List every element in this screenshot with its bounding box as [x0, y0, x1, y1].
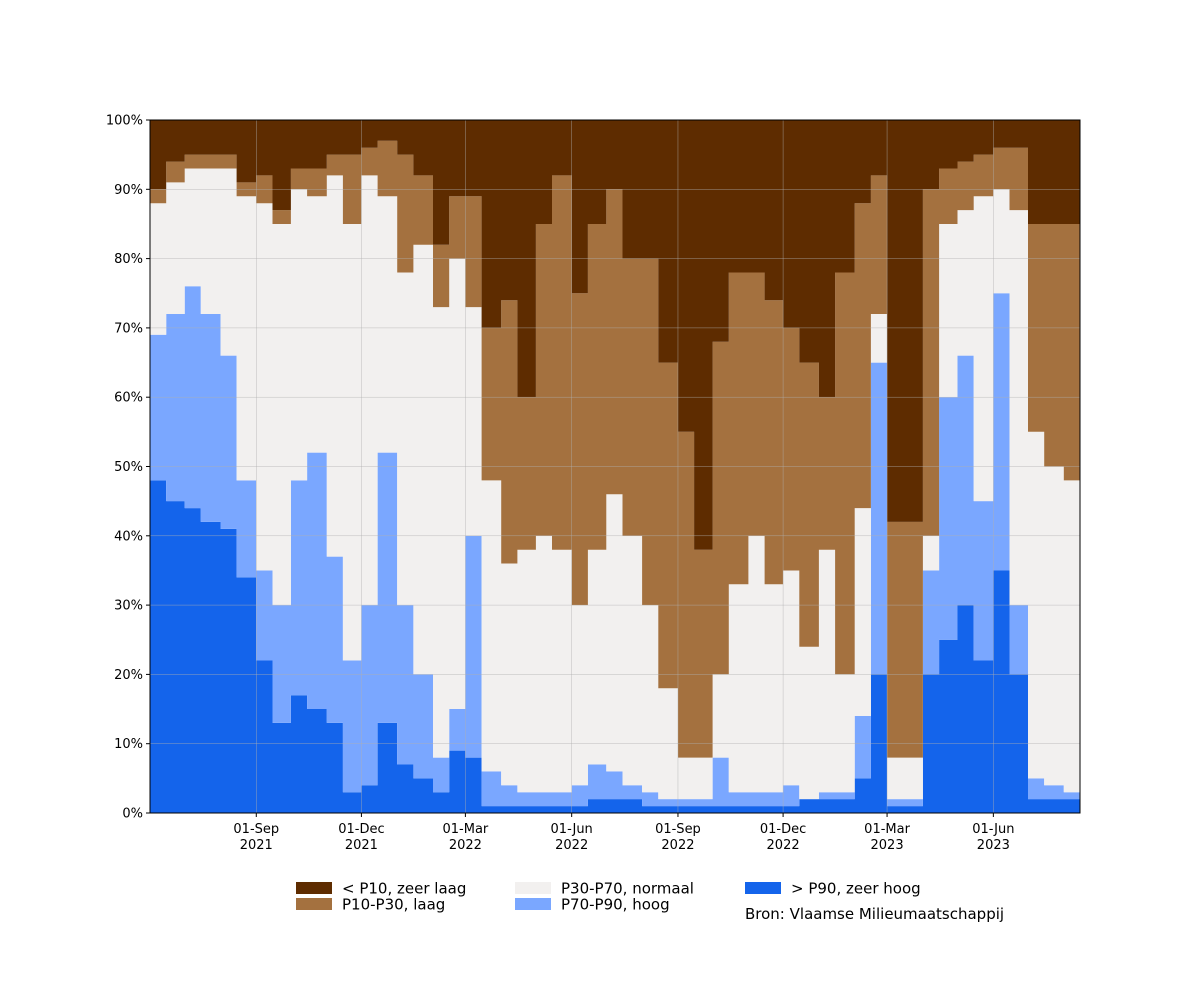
legend-swatch-p90-zeer-hoog	[745, 882, 781, 894]
x-tick-year-label: 2023	[871, 838, 904, 853]
legend-swatch-p10-zeer-laag	[296, 882, 332, 894]
y-tick-label: 100%	[106, 114, 143, 129]
x-tick-year-label: 2022	[767, 838, 800, 853]
x-axis: 01-Sep202101-Dec202101-Mar202201-Jun2022…	[233, 813, 1014, 853]
x-tick-year-label: 2021	[345, 838, 378, 853]
x-tick-year-label: 2023	[977, 838, 1010, 853]
x-tick-label: 01-Dec	[760, 822, 806, 837]
x-tick-label: 01-Jun	[972, 822, 1014, 837]
legend-swatch-p10-p30-laag	[296, 898, 332, 910]
stacked-areas	[150, 120, 1080, 813]
y-tick-label: 20%	[114, 668, 143, 683]
legend-swatch-p70-p90-hoog	[515, 898, 551, 910]
y-tick-label: 40%	[114, 529, 143, 544]
x-tick-year-label: 2021	[240, 838, 273, 853]
legend-label-p10-p30-laag: P10-P30, laag	[342, 896, 445, 914]
x-tick-label: 01-Mar	[864, 822, 910, 837]
legend-label-p30-p70-normaal: P30-P70, normaal	[561, 880, 694, 898]
source-note: Bron: Vlaamse Milieumaatschappij	[745, 905, 1004, 923]
area-p70-p90-hoog	[150, 286, 1080, 807]
legend-label-p70-p90-hoog: P70-P90, hoog	[561, 896, 670, 914]
x-tick-year-label: 2022	[555, 838, 588, 853]
x-tick-label: 01-Sep	[233, 822, 279, 837]
area-p10-p30-laag	[150, 140, 1080, 758]
x-tick-label: 01-Dec	[338, 822, 384, 837]
area-p90-zeer-hoog	[150, 480, 1080, 813]
y-tick-label: 70%	[114, 321, 143, 336]
legend-label-p10-zeer-laag: < P10, zeer laag	[342, 880, 466, 898]
y-tick-label: 80%	[114, 252, 143, 267]
legend-swatch-p30-p70-normaal	[515, 882, 551, 894]
y-axis: 0% 10% 20% 30% 40% 50% 60% 70% 80% 90% 100%	[106, 114, 150, 822]
x-tick-year-label: 2022	[449, 838, 482, 853]
y-tick-label: 60%	[114, 391, 143, 406]
x-tick-label: 01-Sep	[655, 822, 701, 837]
y-tick-label: 0%	[122, 807, 143, 822]
y-tick-label: 30%	[114, 599, 143, 614]
area-p10-zeer-laag	[150, 120, 1080, 550]
area-p30-p70-normaal	[150, 168, 1080, 800]
x-tick-year-label: 2022	[661, 838, 694, 853]
y-tick-label: 50%	[114, 460, 143, 475]
x-tick-label: 01-Mar	[443, 822, 489, 837]
legend-label-p90-zeer-hoog: > P90, zeer hoog	[791, 880, 921, 898]
y-tick-label: 10%	[114, 737, 143, 752]
x-tick-label: 01-Jun	[551, 822, 593, 837]
y-tick-label: 90%	[114, 183, 143, 198]
